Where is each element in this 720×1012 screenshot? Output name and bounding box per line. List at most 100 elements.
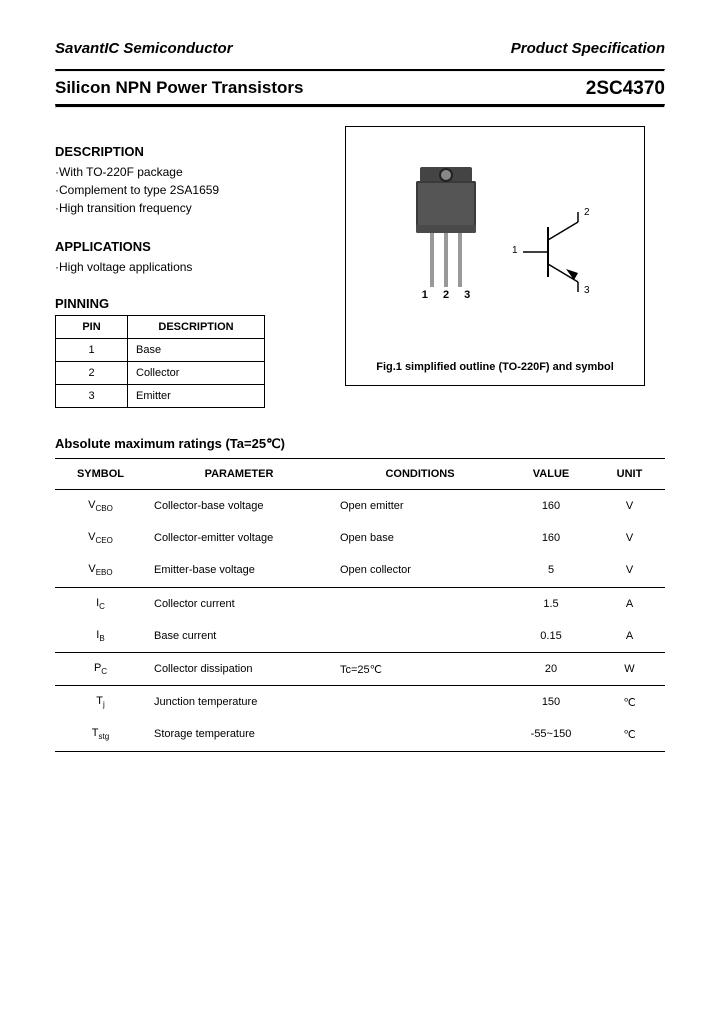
table-row: ICCollector current 1.5A: [55, 587, 665, 620]
conditions-cell: Open emitter: [332, 490, 508, 523]
upper-columns: DESCRIPTION ·With TO-220F package ·Compl…: [55, 126, 665, 408]
unit-cell: V: [594, 490, 665, 523]
symbol-cell: VCEO: [55, 522, 146, 554]
company-name: SavantIC Semiconductor: [55, 40, 233, 57]
ratings-body: VCBOCollector-base voltageOpen emitter16…: [55, 490, 665, 752]
parameter-cell: Collector dissipation: [146, 652, 332, 685]
pinning-heading: PINNING: [55, 296, 325, 311]
applications-list: ·High voltage applications: [55, 258, 325, 276]
applications-heading: APPLICATIONS: [55, 239, 325, 254]
value-cell: 1.5: [508, 587, 594, 620]
description-item: ·Complement to type 2SA1659: [55, 181, 325, 199]
ratings-table: SYMBOL PARAMETER CONDITIONS VALUE UNIT V…: [55, 458, 665, 752]
package-leads: [406, 233, 486, 287]
parameter-cell: Emitter-base voltage: [146, 554, 332, 587]
package-drawing: 1 2 3: [406, 167, 486, 301]
col-parameter: PARAMETER: [146, 459, 332, 490]
symbol-cell: PC: [55, 652, 146, 685]
value-cell: 5: [508, 554, 594, 587]
parameter-cell: Storage temperature: [146, 718, 332, 751]
col-unit: UNIT: [594, 459, 665, 490]
table-row: TjJunction temperature 150℃: [55, 686, 665, 719]
value-cell: 150: [508, 686, 594, 719]
symbol-pin-1: 1: [512, 245, 518, 256]
right-column: 1 2 3 1 2 3 Fig.1 si: [345, 126, 665, 408]
lead: [458, 233, 462, 287]
col-conditions: CONDITIONS: [332, 459, 508, 490]
pin-cell: 1: [56, 339, 128, 362]
conditions-cell: [332, 620, 508, 653]
figure-caption: Fig.1 simplified outline (TO-220F) and s…: [346, 361, 644, 373]
applications-item: ·High voltage applications: [55, 258, 325, 276]
symbol-pin-3: 3: [584, 285, 590, 296]
col-symbol: SYMBOL: [55, 459, 146, 490]
page: SavantIC Semiconductor Product Specifica…: [0, 0, 720, 1012]
symbol-cell: Tj: [55, 686, 146, 719]
unit-cell: V: [594, 554, 665, 587]
left-column: DESCRIPTION ·With TO-220F package ·Compl…: [55, 126, 325, 408]
package-tab: [420, 167, 472, 181]
value-cell: 0.15: [508, 620, 594, 653]
parameter-cell: Collector current: [146, 587, 332, 620]
conditions-cell: Tc=25℃: [332, 652, 508, 685]
conditions-cell: Open base: [332, 522, 508, 554]
table-row: PCCollector dissipationTc=25℃20W: [55, 652, 665, 685]
unit-cell: W: [594, 652, 665, 685]
spec-label: Product Specification: [511, 40, 665, 57]
value-cell: 160: [508, 490, 594, 523]
pin-col-header: PIN: [56, 316, 128, 339]
npn-symbol-svg: [518, 207, 608, 297]
desc-cell: Collector: [128, 362, 265, 385]
unit-cell: V: [594, 522, 665, 554]
ratings-heading: Absolute maximum ratings (Ta=25℃): [55, 436, 665, 452]
parameter-cell: Junction temperature: [146, 686, 332, 719]
symbol-cell: IB: [55, 620, 146, 653]
col-value: VALUE: [508, 459, 594, 490]
package-body: [416, 181, 476, 233]
product-family: Silicon NPN Power Transistors: [55, 78, 303, 100]
table-row: 2 Collector: [56, 362, 265, 385]
conditions-cell: [332, 587, 508, 620]
parameter-cell: Collector-emitter voltage: [146, 522, 332, 554]
description-list: ·With TO-220F package ·Complement to typ…: [55, 163, 325, 217]
table-row: VEBOEmitter-base voltageOpen collector5V: [55, 554, 665, 587]
title-line: Silicon NPN Power Transistors 2SC4370: [55, 78, 665, 100]
conditions-cell: [332, 718, 508, 751]
description-item: ·High transition frequency: [55, 199, 325, 217]
table-row: TstgStorage temperature -55~150℃: [55, 718, 665, 751]
symbol-cell: VEBO: [55, 554, 146, 587]
value-cell: 20: [508, 652, 594, 685]
parameter-cell: Base current: [146, 620, 332, 653]
pin-cell: 3: [56, 385, 128, 408]
value-cell: -55~150: [508, 718, 594, 751]
value-cell: 160: [508, 522, 594, 554]
table-row: 3 Emitter: [56, 385, 265, 408]
table-header-row: PIN DESCRIPTION: [56, 316, 265, 339]
unit-cell: ℃: [594, 718, 665, 751]
figure-box: 1 2 3 1 2 3 Fig.1 si: [345, 126, 645, 386]
transistor-symbol: 1 2 3: [518, 207, 608, 297]
table-header-row: SYMBOL PARAMETER CONDITIONS VALUE UNIT: [55, 459, 665, 490]
desc-col-header: DESCRIPTION: [128, 316, 265, 339]
symbol-cell: IC: [55, 587, 146, 620]
description-heading: DESCRIPTION: [55, 144, 325, 159]
lead: [430, 233, 434, 287]
desc-cell: Emitter: [128, 385, 265, 408]
lead: [444, 233, 448, 287]
symbol-cell: Tstg: [55, 718, 146, 751]
parameter-cell: Collector-base voltage: [146, 490, 332, 523]
conditions-cell: [332, 686, 508, 719]
pin-cell: 2: [56, 362, 128, 385]
unit-cell: ℃: [594, 686, 665, 719]
table-row: VCBOCollector-base voltageOpen emitter16…: [55, 490, 665, 523]
package-pin-labels: 1 2 3: [412, 289, 486, 301]
conditions-cell: Open collector: [332, 554, 508, 587]
table-row: VCEOCollector-emitter voltageOpen base16…: [55, 522, 665, 554]
header-line: SavantIC Semiconductor Product Specifica…: [55, 40, 665, 57]
table-row: 1 Base: [56, 339, 265, 362]
unit-cell: A: [594, 620, 665, 653]
symbol-cell: VCBO: [55, 490, 146, 523]
desc-cell: Base: [128, 339, 265, 362]
table-row: IBBase current 0.15A: [55, 620, 665, 653]
unit-cell: A: [594, 587, 665, 620]
